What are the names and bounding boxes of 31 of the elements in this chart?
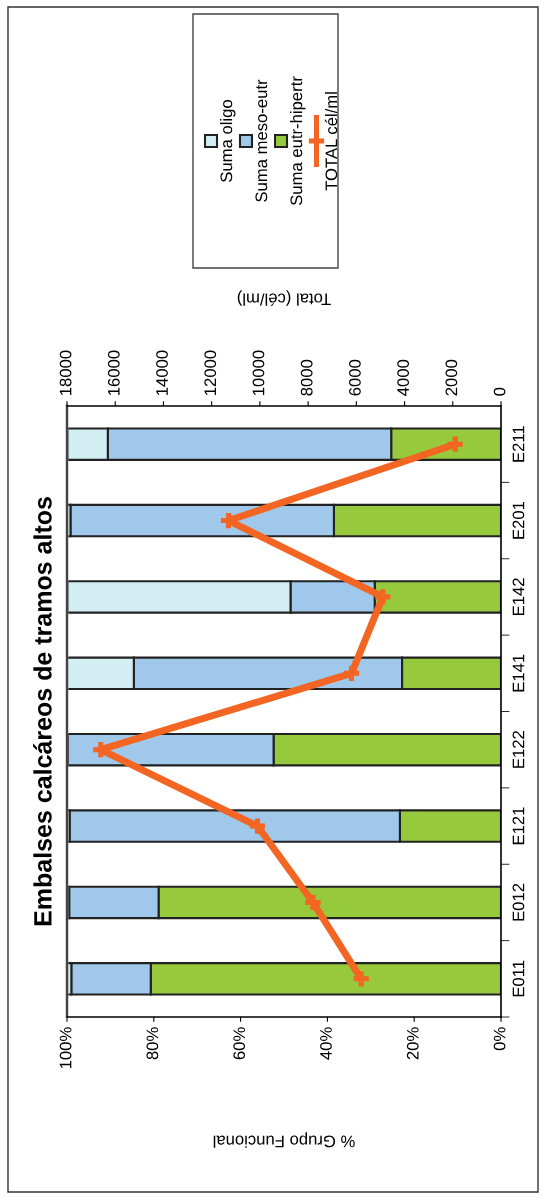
- x-axis-title: % Grupo Funcional: [213, 1132, 355, 1148]
- x2-tick-label: 18000: [59, 350, 72, 396]
- x-tick-label: 20%: [406, 1027, 419, 1060]
- y-tick-label: E141: [512, 654, 525, 692]
- legend-label: TOTAL cél/ml: [324, 92, 338, 191]
- y-tick-label: E011: [512, 960, 525, 997]
- x-tick-label: 60%: [233, 1027, 246, 1060]
- y-tick-label: E211: [512, 426, 525, 462]
- y-tick-label: E201: [512, 501, 525, 539]
- legend-label: Suma oligo: [220, 100, 236, 182]
- x-tick-label: 0%: [493, 1027, 506, 1051]
- y-tick-label: E122: [512, 731, 525, 768]
- x-tick-label: 40%: [320, 1027, 332, 1060]
- x2-tick-label: 8000: [300, 359, 313, 396]
- text: Embalses calcáreos de tramos altos: [33, 497, 52, 926]
- legend-label: Suma eutr-hipertr: [290, 76, 306, 206]
- x2-tick-label: 14000: [156, 350, 168, 396]
- x2-axis-title: Total (cél/ml): [237, 290, 331, 306]
- x2-tick-label: 6000: [349, 359, 361, 396]
- x2-tick-label: 2000: [445, 359, 458, 396]
- x2-tick-label: 0: [493, 387, 506, 396]
- x2-tick-label: 12000: [204, 350, 217, 396]
- x-tick-label: 80%: [146, 1027, 159, 1060]
- x2-tick-label: 4000: [397, 359, 410, 396]
- x2-tick-label: 10000: [252, 350, 265, 396]
- x-tick-label: 100%: [59, 1027, 72, 1069]
- x2-tick-label: 16000: [107, 350, 120, 396]
- y-tick-label: E142: [512, 578, 525, 616]
- y-tick-label: E121: [512, 807, 525, 845]
- legend-label: Suma meso-eutr: [255, 79, 268, 202]
- y-tick-label: E012: [512, 883, 525, 921]
